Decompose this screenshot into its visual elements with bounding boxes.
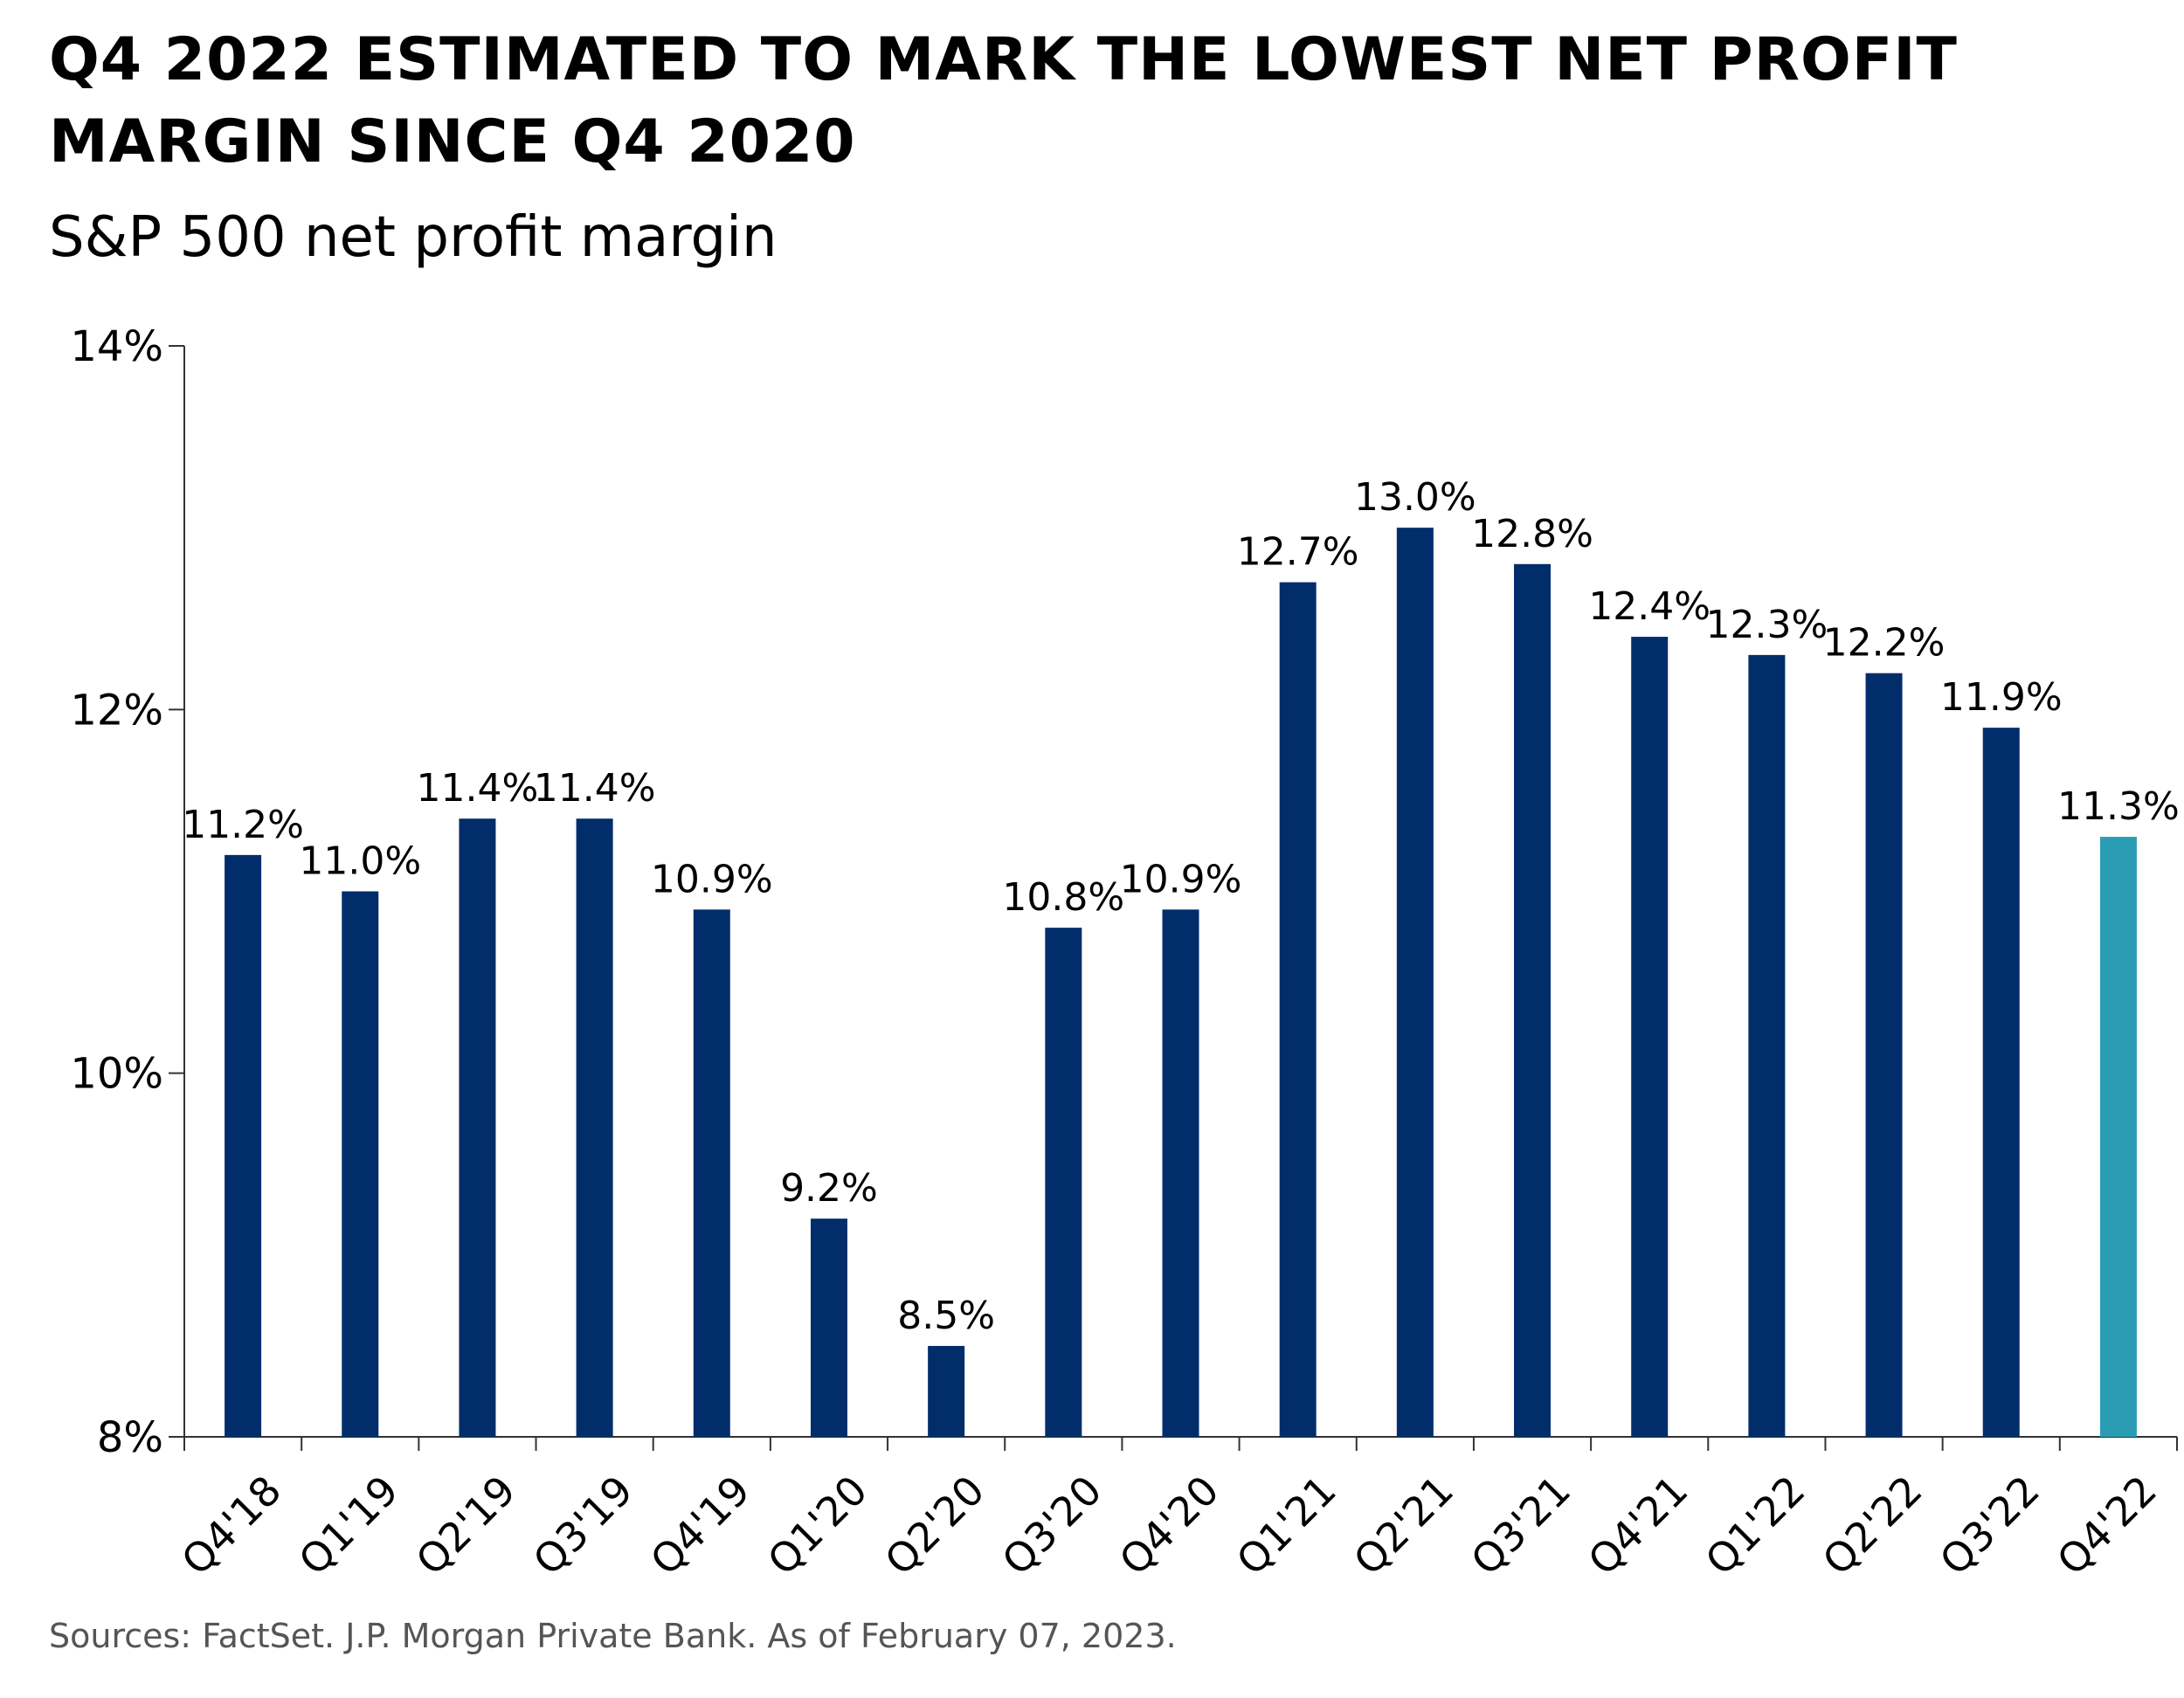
bar [459, 818, 496, 1437]
bar [225, 854, 262, 1437]
bar [342, 891, 379, 1437]
data-labels: 11.2%11.0%11.4%11.4%10.9%9.2%8.5%10.8%10… [182, 475, 2180, 1338]
x-tick-label: Q2'22 [1814, 1467, 1932, 1584]
y-tick-label: 8% [97, 1413, 163, 1462]
data-label: 11.2% [182, 803, 304, 847]
x-tick-label: Q3'22 [1931, 1467, 2049, 1584]
x-tick-label: Q4'20 [1110, 1467, 1228, 1584]
bar [1396, 528, 1434, 1437]
data-label: 10.9% [1120, 857, 1242, 901]
bar [1982, 728, 2020, 1437]
x-axis: Q4'18 Q1'19 Q2'19 Q3'19 Q4'19 Q1'20 Q2'20 Q3'20… [172, 1436, 2178, 1584]
x-tick-label: Q1'20 [758, 1467, 876, 1584]
y-tick-label: 12% [70, 686, 163, 735]
data-label: 13.0% [1354, 475, 1476, 520]
bar [693, 909, 730, 1437]
data-label: 12.8% [1471, 512, 1593, 556]
bar [928, 1345, 965, 1437]
data-label: 11.4% [417, 766, 539, 811]
x-tick-label: Q2'20 [875, 1467, 993, 1584]
data-label: 12.2% [1823, 621, 1946, 666]
y-axis: 8% 10% 12% 14% [70, 322, 185, 1462]
x-tick-label: Q1'19 [290, 1467, 408, 1584]
bar [1514, 563, 1552, 1437]
x-tick-label: Q4'19 [641, 1467, 759, 1584]
bar [576, 818, 613, 1437]
data-label: 11.9% [1940, 675, 2063, 720]
x-tick-label: Q1'22 [1697, 1467, 1814, 1584]
x-tick-label: Q3'20 [993, 1467, 1111, 1584]
x-tick-label: Q1'21 [1227, 1467, 1345, 1584]
data-label: 10.8% [1002, 875, 1124, 920]
bar [2099, 837, 2137, 1437]
chart-title: Q4 2022 ESTIMATED TO MARK THE LOWEST NET… [49, 25, 1958, 176]
bars [225, 528, 2137, 1437]
data-label: 12.7% [1237, 530, 1359, 575]
x-tick-label: Q2'19 [407, 1467, 525, 1584]
y-tick-label: 10% [70, 1050, 163, 1099]
chart-subtitle: S&P 500 net profit margin [49, 205, 778, 270]
data-label: 12.4% [1588, 584, 1711, 629]
data-label: 9.2% [780, 1166, 878, 1211]
source-note: Sources: FactSet. J.P. Morgan Private Ba… [49, 1617, 1177, 1655]
bar [1865, 673, 1903, 1437]
x-tick-label: Q4'18 [172, 1467, 290, 1584]
bar [1162, 909, 1199, 1437]
x-tick-label: Q3'19 [524, 1467, 642, 1584]
bar [810, 1218, 847, 1437]
bar [1045, 928, 1082, 1437]
data-label: 10.9% [651, 857, 773, 901]
y-tick-label: 14% [70, 322, 163, 371]
data-label: 8.5% [897, 1294, 995, 1338]
data-label: 11.3% [2057, 784, 2180, 829]
x-tick-label: Q2'21 [1344, 1467, 1462, 1584]
x-tick-label: Q4'21 [1579, 1467, 1697, 1584]
data-label: 11.4% [534, 766, 656, 811]
x-tick-label: Q4'22 [2048, 1467, 2166, 1584]
data-label: 12.3% [1705, 603, 1828, 647]
data-label: 11.0% [299, 839, 421, 884]
bar [1279, 582, 1317, 1437]
x-tick-label: Q3'21 [1462, 1467, 1579, 1584]
bar [1631, 637, 1669, 1437]
bar [1748, 654, 1786, 1437]
